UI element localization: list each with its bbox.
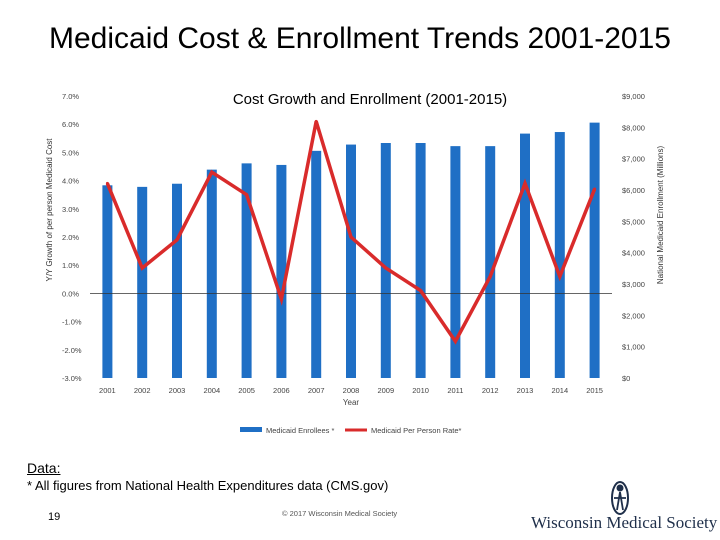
x-axis-tick-label: 2009 [377,386,394,395]
enrollment-bar [485,146,496,378]
per-person-rate-point [558,274,562,278]
left-axis-tick-label: -2.0% [62,346,82,355]
left-axis-tick-label: 3.0% [62,205,79,214]
enrollment-bar [554,132,565,378]
data-note-heading: Data: [27,460,61,476]
enrollment-bar [520,133,530,378]
x-axis-tick-label: 2004 [203,386,220,395]
right-axis-tick-label: $0 [622,374,630,383]
left-axis-tick-label: 2.0% [62,233,79,242]
left-axis-tick-label: 7.0% [62,92,79,101]
per-person-rate-point [279,297,283,301]
x-axis-tick-label: 2008 [343,386,360,395]
per-person-rate-point [210,170,214,174]
x-axis-tick-label: 2014 [551,386,568,395]
x-axis-tick-label: 2010 [412,386,429,395]
wisconsin-medical-society-logo: Wisconsin Medical Society [527,480,717,536]
x-axis-tick-label: 2006 [273,386,290,395]
enrollment-bar [276,164,287,378]
cost-enrollment-chart: Cost Growth and Enrollment (2001-2015) 7.… [45,91,665,435]
chart-title: Cost Growth and Enrollment (2001-2015) [233,91,507,108]
enrollment-bar [346,144,356,378]
x-axis-tick-label: 2012 [482,386,499,395]
right-axis-tick-label: $1,000 [622,343,645,352]
left-axis-tick-label: 1.0% [62,261,79,270]
left-axis-tick-label: 5.0% [62,148,79,157]
x-axis-tick-label: 2003 [169,386,186,395]
figure-emblem-icon [611,481,629,515]
per-person-rate-point [593,187,597,191]
legend-label-rate: Medicaid Per Person Rate* [371,426,462,435]
left-axis-tick-label: 6.0% [62,120,79,129]
enrollment-bar [102,185,113,378]
right-axis-tick-label: $4,000 [622,249,645,258]
per-person-rate-point [349,235,353,239]
slide-title: Medicaid Cost & Enrollment Trends 2001-2… [48,22,671,55]
enrollment-bar [172,183,182,378]
left-axis-tick-label: -1.0% [62,318,82,327]
legend-label-enrollees: Medicaid Enrollees * [266,426,334,435]
x-axis-title: Year [343,398,360,407]
per-person-rate-point [314,119,318,123]
per-person-rate-point [453,339,457,343]
per-person-rate-point [245,193,249,197]
right-axis-tick-label: $5,000 [622,217,645,226]
x-axis-tick-label: 2002 [134,386,151,395]
per-person-rate-point [488,274,492,278]
enrollment-bar [589,122,600,378]
left-axis-tick-label: 4.0% [62,177,79,186]
right-axis-tick-label: $9,000 [622,92,645,101]
per-person-rate-point [419,289,423,293]
per-person-rate-point [175,238,179,242]
enrollment-bar [206,169,217,378]
legend-swatch-enrollees [240,427,262,432]
enrollment-bar [450,146,461,378]
page-number: 19 [48,511,61,523]
left-axis-title: Y/Y Growth of per person Medicaid Cost [45,138,54,282]
enrollment-bar [415,143,426,378]
enrollment-bar [311,150,322,378]
right-axis-tick-label: $2,000 [622,311,645,320]
per-person-rate-point [523,181,527,185]
right-axis-tick-label: $8,000 [622,123,645,132]
x-axis-tick-label: 2013 [517,386,534,395]
left-axis-tick-label: -3.0% [62,374,82,383]
right-axis-tick-label: $7,000 [622,155,645,164]
data-source-note: * All figures from National Health Expen… [27,478,389,493]
x-axis-tick-label: 2015 [586,386,603,395]
copyright-text: © 2017 Wisconsin Medical Society [282,509,398,518]
per-person-rate-point [105,181,109,185]
left-axis-tick-label: 0.0% [62,289,79,298]
enrollment-bar [137,186,148,378]
right-axis-title: National Medicaid Enrollment (Millions) [656,146,665,285]
enrollment-bar [241,163,252,378]
x-axis-tick-label: 2001 [99,386,116,395]
x-axis-tick-label: 2007 [308,386,325,395]
right-axis-tick-label: $6,000 [622,186,645,195]
enrollment-bar [380,143,391,378]
per-person-rate-point [384,266,388,270]
x-axis-tick-label: 2011 [447,386,463,395]
x-axis-tick-label: 2005 [238,386,255,395]
per-person-rate-point [140,266,144,270]
logo-text: Wisconsin Medical Society [531,513,718,532]
right-axis-tick-label: $3,000 [622,280,645,289]
